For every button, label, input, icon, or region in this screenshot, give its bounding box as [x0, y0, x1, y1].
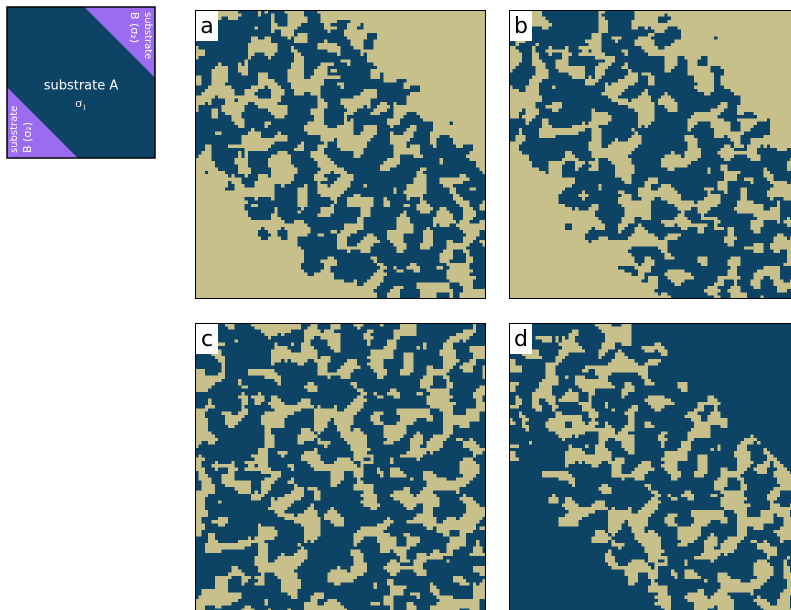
center-sigma: σ₁ [75, 95, 87, 110]
panel-label: b [514, 14, 528, 39]
panels: a b c d [195, 10, 791, 610]
panel: d [509, 323, 791, 610]
corner-line2: B (σ₂) [21, 122, 34, 153]
inset: substrate A σ₁ substrate B (σ₂) substrat… [7, 7, 155, 158]
panel-label: c [201, 327, 213, 352]
figure-svg: substrate A σ₁ substrate B (σ₂) substrat… [0, 0, 791, 610]
center-label: substrate A [44, 79, 119, 94]
figure: substrate A σ₁ substrate B (σ₂) substrat… [0, 0, 791, 610]
corner-line1: substrate [9, 106, 20, 153]
corner-line2: B (σ₂) [128, 12, 141, 43]
panel: a [195, 10, 486, 299]
panel: b [509, 10, 791, 299]
panel: c [195, 323, 486, 610]
panel-label: d [514, 327, 528, 352]
panel-label: a [200, 14, 213, 39]
corner-line1: substrate [142, 12, 153, 59]
